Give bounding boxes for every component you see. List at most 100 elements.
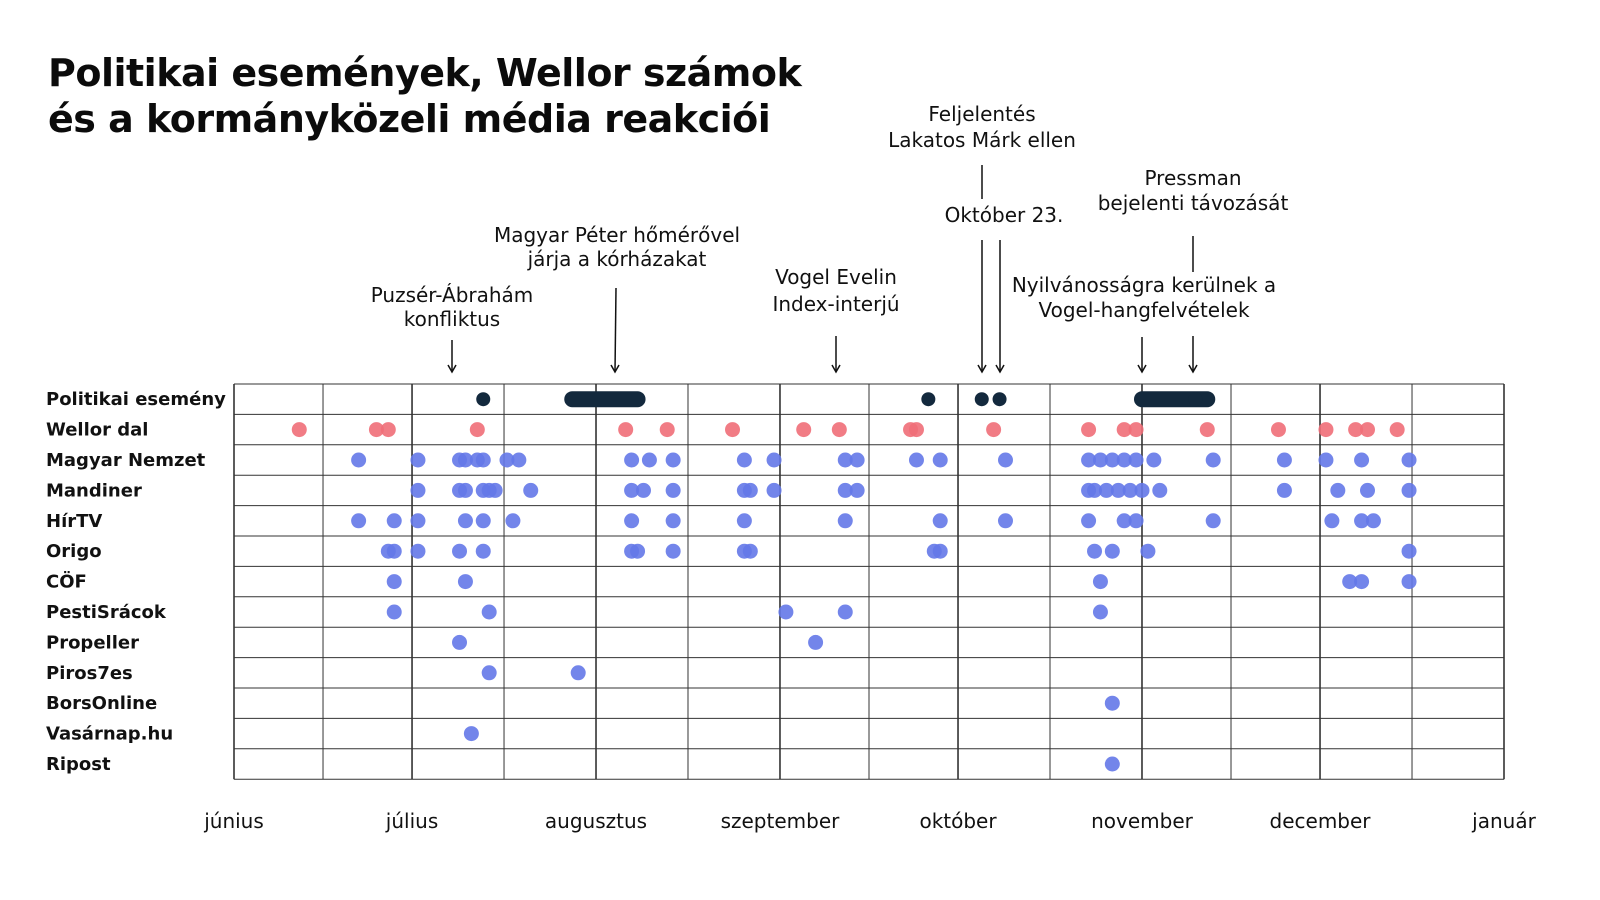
political-event-marks (476, 391, 1216, 408)
dot-wellor-dal (1081, 422, 1097, 438)
dot-origo (742, 543, 758, 559)
dot-hirtv (457, 513, 473, 529)
dot-wellor-dal (796, 422, 812, 438)
dot-magyar-nemzet (908, 452, 924, 468)
dot-mandiner (523, 482, 539, 498)
dot-origo (386, 543, 402, 559)
dot-magyar-nemzet (641, 452, 657, 468)
dot-hirtv (1354, 513, 1370, 529)
political-event-dot (921, 392, 936, 407)
dot-magyar-nemzet (457, 452, 473, 468)
month-label-junius: június (203, 809, 264, 833)
dot-mandiner (1098, 482, 1114, 498)
dot-origo (630, 543, 646, 559)
dot-mandiner (624, 482, 640, 498)
dot-wellor-dal (1318, 422, 1334, 438)
dot-origo (665, 543, 681, 559)
dot-cof (386, 574, 402, 590)
dot-hirtv (997, 513, 1013, 529)
dot-cof (1342, 574, 1358, 590)
row-label-origo: Origo (46, 541, 102, 562)
dot-borsonline (1104, 695, 1120, 711)
dot-mandiner (849, 482, 865, 498)
annotation-label-oktober-23: Október 23. (945, 203, 1064, 227)
dot-cof (457, 574, 473, 590)
dot-mandiner (1110, 482, 1126, 498)
dot-hirtv (1128, 513, 1144, 529)
dot-magyar-nemzet (1146, 452, 1162, 468)
dot-magyar-nemzet (1205, 452, 1221, 468)
row-label-mandiner: Mandiner (46, 480, 142, 501)
dot-mandiner (410, 482, 426, 498)
political-event-dot (476, 392, 491, 407)
annotation-label-vogel-evelin-index-interju: Vogel Evelin (775, 265, 897, 289)
dot-origo (1401, 543, 1417, 559)
dot-wellor-dal (831, 422, 847, 438)
dot-origo (932, 543, 948, 559)
dot-magyar-nemzet (837, 452, 853, 468)
dot-mandiner (635, 482, 651, 498)
chart-title: Politikai események, Wellor számok és a … (48, 50, 802, 142)
dot-wellor-dal (1270, 422, 1286, 438)
row-labels: Politikai esemény Wellor dal Magyar Nemzet… (46, 389, 226, 775)
annotation-label-feljelentes-lakatos-mark-ellen: Feljelentés (928, 102, 1035, 126)
dot-origo (452, 543, 468, 559)
row-label-borsonline: BorsOnline (46, 693, 157, 714)
dot-hirtv (1116, 513, 1132, 529)
month-label-november: november (1091, 809, 1194, 833)
dot-hirtv (837, 513, 853, 529)
dot-wellor-dal (1360, 422, 1376, 438)
dot-wellor-dal (1389, 422, 1405, 438)
annotation-arrowhead (831, 364, 841, 374)
dot-wellor-dal (725, 422, 741, 438)
row-label-magyar-nemzet: Magyar Nemzet (46, 450, 206, 471)
dot-propeller (452, 634, 468, 650)
dot-pestisracok (481, 604, 497, 620)
dot-hirtv (1365, 513, 1381, 529)
annotation-line (614, 287, 617, 373)
dot-ripost (1104, 756, 1120, 772)
dot-hirtv (932, 513, 948, 529)
chart-title-line-1: Politikai események, Wellor számok (48, 51, 802, 95)
annotation-arrowhead (447, 364, 457, 374)
annotation-label-vogel-evelin-index-interju: Index-interjú (772, 292, 899, 316)
political-event-dot (974, 392, 989, 407)
dot-origo (475, 543, 491, 559)
dot-mandiner (1134, 482, 1150, 498)
dot-mandiner (665, 482, 681, 498)
annotation-label-pressman-bejelenti-tavozasat: Pressman (1144, 166, 1241, 190)
dot-mandiner (487, 482, 503, 498)
month-label-oktober: október (919, 809, 997, 833)
dot-wellor-dal (291, 422, 307, 438)
annotation-arrowhead (977, 364, 987, 374)
dot-mandiner (766, 482, 782, 498)
dot-cof (1401, 574, 1417, 590)
dot-mandiner (1122, 482, 1138, 498)
row-label-politikai-esemeny: Politikai esemény (46, 389, 226, 410)
dot-hirtv (505, 513, 521, 529)
political-event-bar (564, 391, 646, 408)
dot-wellor-dal (1116, 422, 1132, 438)
dot-mandiner (1276, 482, 1292, 498)
dot-magyar-nemzet (511, 452, 527, 468)
row-label-pestisracok: PestiSrácok (46, 602, 167, 623)
dot-magyar-nemzet (1104, 452, 1120, 468)
dot-mandiner (1401, 482, 1417, 498)
dot-hirtv (736, 513, 752, 529)
dot-origo (1140, 543, 1156, 559)
dot-origo (410, 543, 426, 559)
annotation-arrowhead (995, 364, 1005, 374)
annotation-arrowhead (1137, 364, 1147, 374)
dot-magyar-nemzet (665, 452, 681, 468)
dot-wellor-dal (1128, 422, 1144, 438)
dot-cof (1092, 574, 1108, 590)
row-label-cof: CÖF (46, 571, 87, 593)
dot-hirtv (1081, 513, 1097, 529)
dot-hirtv (665, 513, 681, 529)
dot-origo (1104, 543, 1120, 559)
dot-magyar-nemzet (475, 452, 491, 468)
annotation-label-nyilvanossagra-kerulnek-a-vogel-hangfelvetelek: Nyilvánosságra kerülnek a (1012, 273, 1276, 297)
dot-magyar-nemzet (1354, 452, 1370, 468)
dot-mandiner (1330, 482, 1346, 498)
